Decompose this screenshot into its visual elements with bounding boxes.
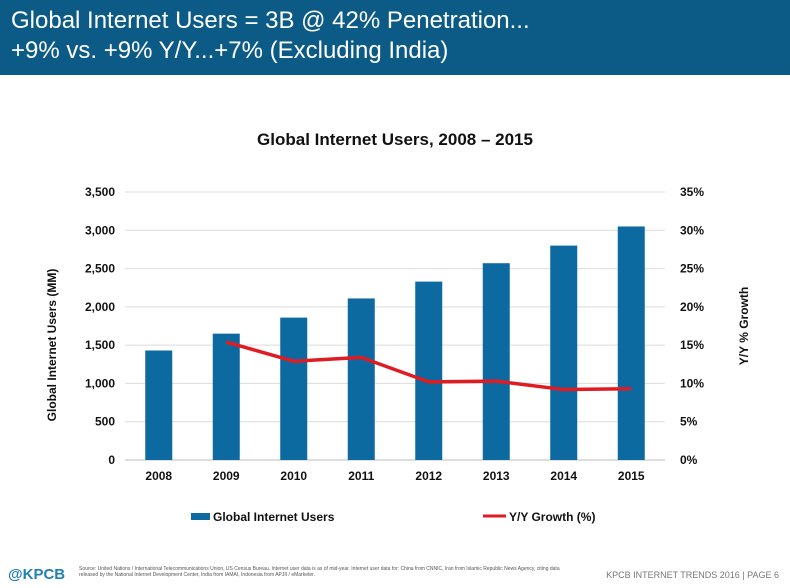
x-tick-label: 2013 <box>483 469 510 483</box>
y-axis-label: Global Internet Users (MM) <box>45 269 59 422</box>
bar-2010 <box>280 317 308 460</box>
y-tick-label: 2,000 <box>85 300 115 314</box>
x-tick-label: 2009 <box>213 469 240 483</box>
x-tick-label: 2010 <box>280 469 307 483</box>
headline-line-2: +9% vs. +9% Y/Y...+7% (Excluding India) <box>11 37 449 64</box>
bar-2013 <box>482 263 510 460</box>
header-banner: Global Internet Users = 3B @ 42% Penetra… <box>0 0 790 75</box>
y-tick-label: 3,500 <box>85 185 115 199</box>
y-tick-label: 0 <box>108 453 115 467</box>
right-axis-ticks: 0% 5% 10% 15% 20% 25% 30% 35% <box>680 185 704 467</box>
y2-tick-label: 35% <box>680 185 704 199</box>
y2-tick-label: 30% <box>680 223 704 237</box>
headline-line-1: Global Internet Users = 3B @ 42% Penetra… <box>11 7 530 34</box>
y2-axis-label: Y/Y % Growth <box>737 287 751 365</box>
y2-tick-label: 5% <box>680 415 698 429</box>
legend-label-growth: Y/Y Growth (%) <box>509 510 595 524</box>
gridlines <box>125 191 665 461</box>
y2-tick-label: 25% <box>680 262 704 276</box>
chart-title: Global Internet Users, 2008 – 2015 <box>257 130 533 149</box>
y-tick-label: 1,500 <box>85 338 115 352</box>
growth-line-group <box>225 340 632 392</box>
kpcb-logo: @KPCB <box>8 566 66 583</box>
x-tick-label: 2015 <box>618 469 645 483</box>
legend-label-users: Global Internet Users <box>213 510 335 524</box>
page-footer: KPCB INTERNET TRENDS 2016 | PAGE 6 <box>606 570 779 580</box>
bar-2009 <box>212 333 240 460</box>
y-tick-label: 2,500 <box>85 262 115 276</box>
y2-tick-label: 0% <box>680 453 698 467</box>
left-axis-ticks: 0 500 1,000 1,500 2,000 2,500 3,000 3,500 <box>85 185 115 467</box>
x-tick-label: 2012 <box>415 469 442 483</box>
source-note: Source: United Nations / International T… <box>79 566 560 578</box>
bar-2014 <box>550 245 578 460</box>
x-tick-label: 2011 <box>348 469 374 483</box>
bar-2011 <box>347 298 375 460</box>
legend-swatch-users <box>191 513 210 520</box>
x-axis-ticks: 2008 2009 2010 2011 2012 2013 2014 2015 <box>145 469 645 483</box>
y-tick-label: 500 <box>95 415 115 429</box>
x-tick-label: 2008 <box>145 469 172 483</box>
legend: Global Internet Users Y/Y Growth (%) <box>191 510 595 524</box>
y-tick-label: 3,000 <box>85 223 115 237</box>
y2-tick-label: 15% <box>680 338 704 352</box>
x-tick-label: 2014 <box>550 469 577 483</box>
growth-line <box>225 340 632 392</box>
y2-tick-label: 10% <box>680 376 704 390</box>
y2-tick-label: 20% <box>680 300 704 314</box>
bar-2008 <box>145 350 173 460</box>
bar-2015 <box>617 226 645 460</box>
bars <box>145 226 645 460</box>
y-tick-label: 1,000 <box>85 376 115 390</box>
bar-2012 <box>415 281 443 460</box>
